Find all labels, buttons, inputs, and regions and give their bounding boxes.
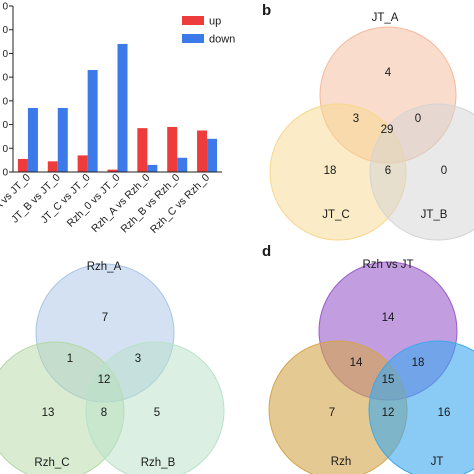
legend: up down	[182, 16, 235, 46]
venn-region-count: 15	[382, 374, 395, 386]
y-tick-label: 0	[2, 168, 8, 179]
venn-region-count: 8	[101, 407, 107, 419]
venn-set-label: Rzh	[331, 456, 351, 468]
legend-label-up: up	[209, 16, 221, 28]
venn-set-label: JT_A	[372, 12, 399, 24]
venn-region-count: 14	[382, 312, 395, 324]
venn-region-count: 7	[329, 407, 335, 419]
venn-circle	[369, 103, 474, 241]
venn-region-count: 0	[441, 165, 447, 177]
venn-region-count: 18	[412, 357, 425, 369]
bar-chart-panel: 0 0 0 0 0 0 0 0 _A vs JT_0JT_B vs JT_0JT_C vs J…	[0, 2, 235, 236]
bar-down	[27, 107, 38, 172]
venn-region-count: 18	[324, 165, 337, 177]
bar-down	[57, 107, 68, 172]
venn-set-label: JT_B	[421, 209, 448, 221]
venn-region-count: 3	[353, 113, 359, 125]
venn-region-count: 7	[102, 312, 108, 324]
y-tick-label: 0	[2, 49, 8, 60]
venn-set-label: Rzh_A	[87, 261, 122, 273]
legend-swatch-up	[182, 16, 204, 25]
legend-label-down: down	[209, 34, 235, 46]
bar-down	[147, 164, 158, 172]
legend-swatch-down	[182, 34, 204, 43]
bar-down	[87, 70, 98, 172]
venn-region-count: 3	[135, 353, 141, 365]
bar-up	[197, 130, 208, 172]
panel-letter-d: d	[262, 243, 271, 260]
venn-region-count: 6	[385, 165, 391, 177]
y-tick-label: 0	[2, 120, 8, 131]
venn-set-label: Rzh vs JT	[362, 259, 413, 271]
panel-letter-b: b	[262, 2, 271, 19]
venn-set-label: Rzh_C	[34, 457, 69, 469]
venn-region-count: 13	[42, 407, 55, 419]
venn-region-count: 0	[415, 113, 421, 125]
y-tick-label: 0	[2, 25, 8, 36]
bar-up	[107, 169, 118, 172]
venn-diagram-jt: JT_A JT_C JT_B 4 18 0 3 0 6 29	[269, 12, 474, 241]
y-tick-label: 0	[2, 73, 8, 84]
bar-marks	[17, 43, 218, 172]
x-tick-labels: _A vs JT_0JT_B vs JT_0JT_C vs JT_0Rzh_0 …	[0, 172, 212, 236]
y-tick-label: 0	[2, 96, 8, 107]
bar-up	[137, 128, 148, 172]
bar-up	[47, 161, 58, 172]
venn-region-count: 1	[67, 353, 73, 365]
venn-region-count: 29	[381, 124, 394, 136]
venn-region-count: 16	[438, 407, 451, 419]
y-axis-ticks: 0 0 0 0 0 0 0 0	[2, 2, 13, 179]
venn-diagram-rzh-vs-jt: Rzh vs JT Rzh JT 14 7 16 14 18 12 15	[268, 259, 474, 474]
venn-set-label: JT	[431, 456, 444, 468]
venn-region-count: 12	[382, 407, 395, 419]
venn-circle	[85, 341, 225, 474]
y-tick-label: 0	[2, 144, 8, 155]
bar-down	[177, 157, 188, 172]
bar-down	[207, 138, 218, 172]
bar-down	[117, 43, 128, 172]
venn-region-count: 5	[154, 407, 160, 419]
bar-up	[17, 158, 28, 172]
venn-region-count: 12	[98, 374, 111, 386]
venn-set-label: Rzh_B	[141, 457, 176, 469]
bar-up	[167, 126, 178, 172]
venn-region-count: 14	[350, 357, 363, 369]
bar-up	[77, 155, 88, 172]
venn-region-count: 4	[385, 67, 392, 79]
venn-circle	[368, 340, 474, 474]
venn-set-label: JT_C	[322, 209, 349, 221]
y-tick-label: 0	[2, 2, 8, 13]
